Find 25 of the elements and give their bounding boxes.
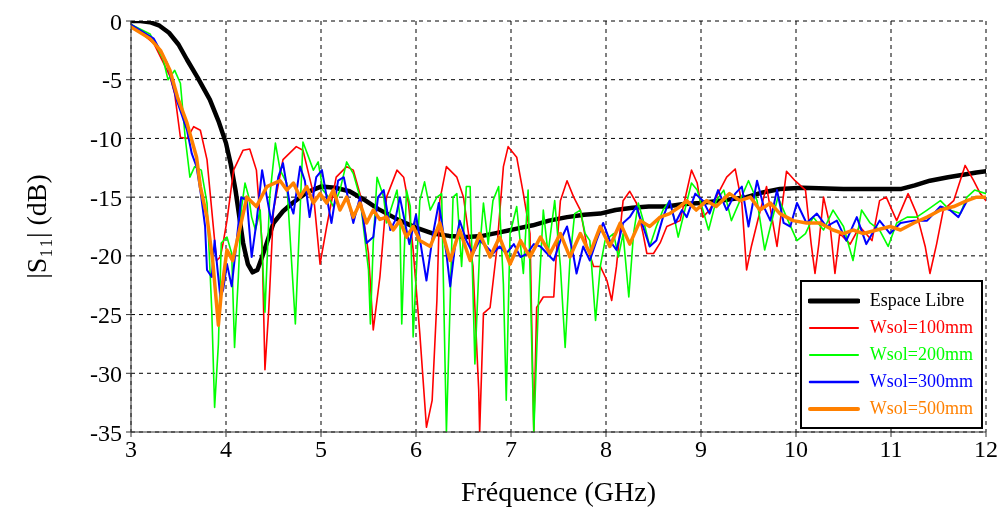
y-tick-label: -30 bbox=[90, 360, 122, 387]
x-tick-label: 10 bbox=[784, 436, 808, 463]
y-tick-label: -35 bbox=[90, 419, 122, 446]
x-tick-label: 4 bbox=[220, 436, 232, 463]
legend-label: Wsol=500mm bbox=[869, 397, 973, 420]
x-tick-label: 6 bbox=[410, 436, 422, 463]
x-axis-title: Fréquence (GHz) bbox=[460, 476, 657, 507]
x-tick-label: 7 bbox=[505, 436, 517, 463]
y-tick-label: -5 bbox=[102, 67, 122, 94]
x-tick-label: 5 bbox=[315, 436, 327, 463]
y-tick-label: 0 bbox=[110, 8, 122, 35]
x-tick-label: 9 bbox=[695, 436, 707, 463]
x-tick-label: 12 bbox=[974, 436, 998, 463]
x-tick-label: 3 bbox=[125, 436, 137, 463]
x-tick-label: 11 bbox=[879, 436, 903, 463]
y-tick-label: -15 bbox=[90, 184, 122, 211]
legend-label: Wsol=100mm bbox=[869, 316, 973, 339]
legend-label: Wsol=200mm bbox=[869, 343, 973, 366]
y-axis-title: |S₁₁| (dB) bbox=[20, 174, 52, 279]
y-tick-label: -10 bbox=[90, 125, 122, 152]
y-tick-label: -25 bbox=[90, 302, 122, 329]
y-tick-label: -20 bbox=[90, 243, 122, 270]
legend-label: Wsol=300mm bbox=[869, 370, 973, 393]
x-tick-label: 8 bbox=[600, 436, 612, 463]
legend-label: Espace Libre bbox=[869, 289, 965, 312]
